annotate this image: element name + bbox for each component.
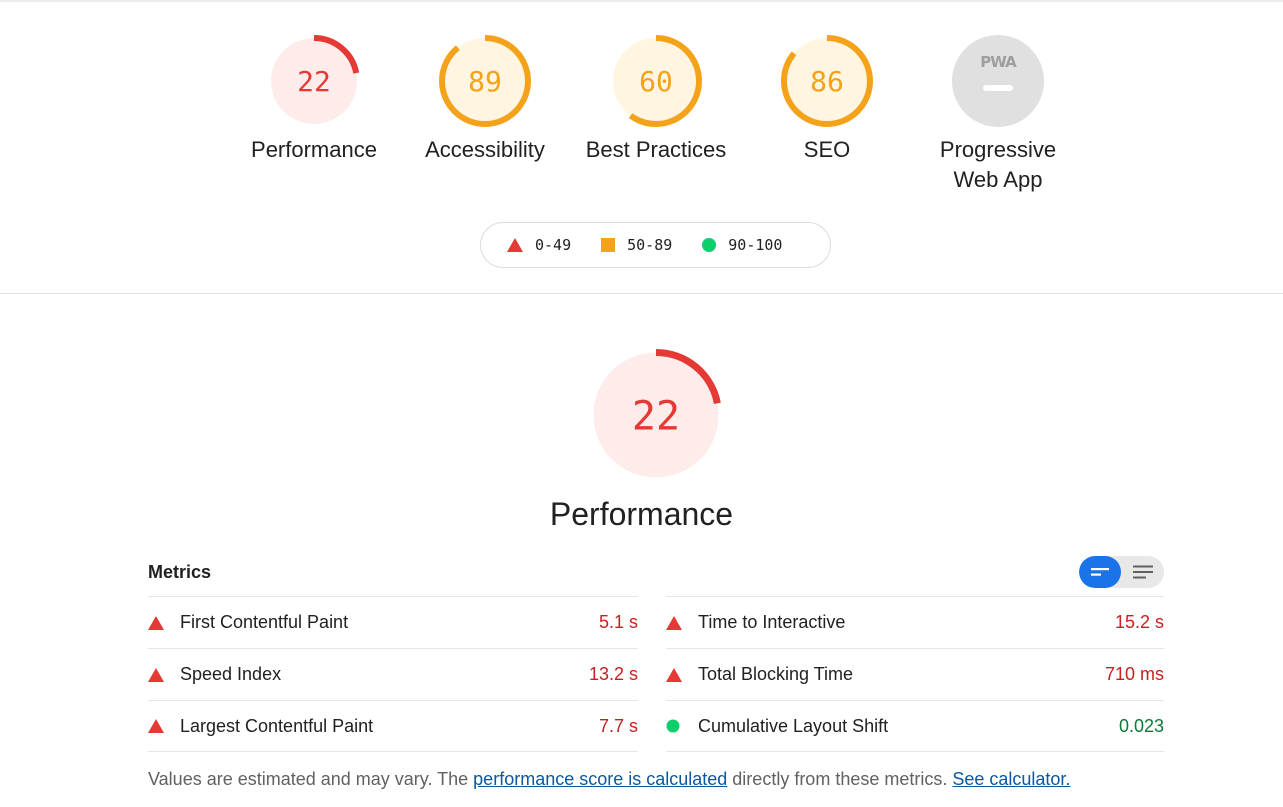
footnote-text: Values are estimated and may vary. The bbox=[148, 769, 474, 789]
metric-label: Time to Interactive bbox=[698, 612, 846, 632]
triangle-icon bbox=[666, 667, 682, 682]
metrics-view-toggle[interactable] bbox=[1079, 556, 1164, 588]
main-gauge-ring: 22 bbox=[590, 349, 722, 481]
short-lines-icon bbox=[1091, 568, 1109, 576]
metric-label: Cumulative Layout Shift bbox=[698, 715, 889, 736]
legend-item-average: 50-89 bbox=[601, 236, 672, 254]
gauge-score: 89 bbox=[468, 65, 502, 98]
gauge-arc bbox=[268, 35, 360, 127]
legend-range: 50-89 bbox=[627, 236, 673, 254]
gauge-background bbox=[271, 38, 357, 124]
gauge-arc bbox=[590, 349, 722, 481]
metric-value: 7.7 s bbox=[598, 715, 638, 736]
pwa-label-line1: Progressive bbox=[939, 137, 1057, 162]
metric-value: 13.2 s bbox=[588, 664, 638, 684]
top-border bbox=[0, 0, 1283, 2]
gauge-background bbox=[784, 38, 870, 124]
gauge-label: Performance bbox=[251, 137, 377, 162]
pwa-dash bbox=[983, 85, 1013, 91]
main-performance-gauge: 22 bbox=[589, 348, 723, 487]
pwa-icon: PWA bbox=[980, 53, 1017, 71]
pwa-badge: PWA bbox=[952, 35, 1044, 127]
section-title: Performance bbox=[549, 496, 734, 532]
metric-label: Largest Contentful Paint bbox=[180, 715, 374, 736]
gauge-performance[interactable]: 22 Performance bbox=[244, 34, 384, 165]
gauge-label: SEO bbox=[803, 137, 851, 162]
gauge-score: 60 bbox=[639, 65, 673, 98]
expanded-view-button[interactable] bbox=[1121, 556, 1164, 588]
metric-value: 0.023 bbox=[1118, 715, 1164, 736]
gauge-arc bbox=[610, 35, 702, 127]
metric-status-icon bbox=[148, 719, 180, 733]
gauge-label: Accessibility bbox=[425, 137, 545, 162]
gauge-score: 22 bbox=[632, 393, 680, 439]
legend-item-pass: 90-100 bbox=[702, 236, 782, 254]
gauge-score: 86 bbox=[810, 65, 844, 98]
gauge-arc bbox=[781, 35, 873, 127]
gauge-accessibility[interactable]: 89 Accessibility bbox=[415, 34, 555, 165]
circle-icon bbox=[702, 238, 717, 252]
see-calculator-link[interactable]: See calculator. bbox=[952, 769, 1071, 789]
metric-row: Largest Contentful Paint 7.7 s bbox=[148, 700, 638, 752]
metric-row: Time to Interactive 15.2 s bbox=[666, 596, 1164, 648]
metrics-column-left: First Contentful Paint 5.1 s Speed Index… bbox=[148, 596, 638, 752]
triangle-icon bbox=[148, 719, 164, 733]
triangle-icon bbox=[148, 615, 164, 630]
score-calculation-link[interactable]: performance score is calculated bbox=[473, 769, 728, 789]
metric-status-icon bbox=[148, 667, 180, 682]
gauge-ring: 22 bbox=[268, 35, 360, 127]
gauge-ring: 86 bbox=[781, 35, 873, 127]
metrics-column-right: Time to Interactive 15.2 s Total Blockin… bbox=[666, 596, 1164, 752]
gauge-ring: 89 bbox=[439, 35, 531, 127]
metric-row: Total Blocking Time 710 ms bbox=[666, 648, 1164, 700]
metrics-footnote: Values are estimated and may vary. The p… bbox=[148, 769, 1070, 790]
metric-value: 5.1 s bbox=[598, 612, 638, 632]
gauge-score: 22 bbox=[297, 65, 331, 98]
legend-item-fail: 0-49 bbox=[507, 236, 571, 254]
footnote-text: directly from these metrics. bbox=[727, 769, 953, 789]
gauge-label: Best Practices bbox=[585, 137, 727, 162]
metric-value: 15.2 s bbox=[1114, 612, 1164, 632]
gauge-pwa[interactable]: PWA Progressive Web App bbox=[918, 34, 1078, 195]
gauge-ring: 60 bbox=[610, 35, 702, 127]
metric-label: Total Blocking Time bbox=[698, 664, 854, 684]
compact-view-button[interactable] bbox=[1079, 556, 1121, 588]
metric-status-icon bbox=[666, 719, 698, 733]
metric-row: Cumulative Layout Shift 0.023 bbox=[666, 700, 1164, 752]
legend-range: 0-49 bbox=[535, 236, 572, 254]
triangle-icon bbox=[507, 238, 523, 252]
metrics-heading: Metrics bbox=[148, 562, 212, 582]
metric-label: Speed Index bbox=[180, 664, 282, 684]
section-divider bbox=[0, 293, 1283, 294]
square-icon bbox=[601, 238, 616, 252]
pwa-label-line2: Web App bbox=[953, 167, 1043, 192]
triangle-icon bbox=[148, 667, 164, 682]
metric-status-icon bbox=[666, 615, 698, 630]
metric-value: 710 ms bbox=[1104, 664, 1164, 684]
metric-row: Speed Index 13.2 s bbox=[148, 648, 638, 700]
score-legend: 0-49 50-89 90-100 bbox=[480, 222, 831, 268]
gauge-best-practices[interactable]: 60 Best Practices bbox=[576, 34, 736, 165]
circle-icon bbox=[666, 719, 680, 733]
gauge-label: Progressive Web App bbox=[918, 135, 1078, 195]
metric-label: First Contentful Paint bbox=[180, 612, 349, 632]
triangle-icon bbox=[666, 615, 682, 630]
legend-range: 90-100 bbox=[728, 236, 783, 254]
metric-status-icon bbox=[666, 667, 698, 682]
gauge-background bbox=[613, 38, 699, 124]
gauge-background bbox=[593, 352, 719, 478]
lines-icon bbox=[1132, 565, 1153, 579]
metric-status-icon bbox=[148, 615, 180, 630]
gauge-seo[interactable]: 86 SEO bbox=[757, 34, 897, 165]
gauge-arc bbox=[439, 35, 531, 127]
metric-row: First Contentful Paint 5.1 s bbox=[148, 596, 638, 648]
gauge-background bbox=[442, 38, 528, 124]
